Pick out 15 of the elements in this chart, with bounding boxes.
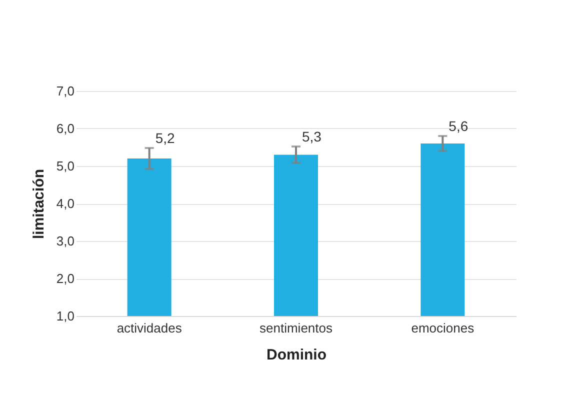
y-tick-label: 6,0 xyxy=(56,121,74,136)
x-axis-title: Dominio xyxy=(266,346,326,364)
data-label: 5,6 xyxy=(448,118,468,134)
x-tick-label: sentimientos xyxy=(260,320,333,336)
y-tick-label: 4,0 xyxy=(56,196,74,211)
y-tick-label: 2,0 xyxy=(56,271,74,286)
data-label: 5,2 xyxy=(155,130,176,146)
y-tick-label: 3,0 xyxy=(56,234,74,248)
y-tick-label: 7,0 xyxy=(56,84,74,98)
y-tick-label: 5,0 xyxy=(56,158,74,174)
data-label: 5,3 xyxy=(302,128,322,144)
x-tick-label: actividades xyxy=(116,320,182,336)
y-axis-title: limitación xyxy=(30,168,48,240)
x-tick-label: emociones xyxy=(411,320,475,336)
y-tick-label: 1,0 xyxy=(56,308,74,324)
